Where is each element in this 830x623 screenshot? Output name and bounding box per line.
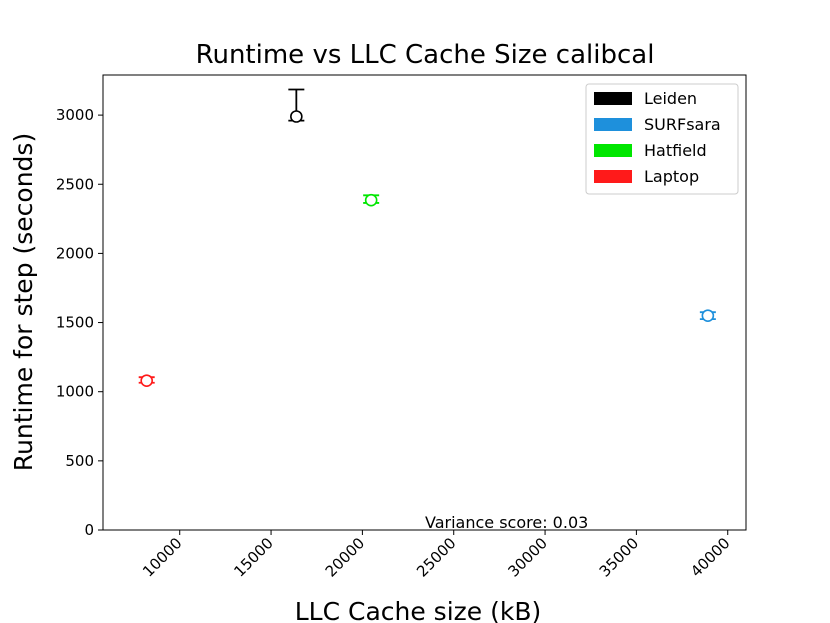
x-tick-label: 10000 — [139, 534, 185, 580]
y-tick-label: 0 — [84, 521, 94, 539]
data-marker — [364, 193, 378, 207]
x-tick-label: 20000 — [322, 534, 368, 580]
legend-label-leiden: Leiden — [644, 89, 697, 108]
y-tick-label: 2000 — [56, 244, 94, 262]
y-tick-label: 2500 — [56, 175, 94, 193]
legend-swatch-hatfield — [594, 144, 632, 157]
chart-title: Runtime vs LLC Cache Size calibcal — [196, 40, 655, 70]
y-tick-label: 1500 — [56, 314, 94, 332]
data-marks — [138, 88, 716, 387]
y-axis-label: Runtime for step (seconds) — [9, 133, 38, 471]
y-tick-label: 500 — [65, 452, 94, 470]
data-point-laptop — [138, 374, 155, 387]
legend-label-hatfield: Hatfield — [644, 141, 707, 160]
data-point-leiden — [288, 88, 305, 123]
legend-label-laptop: Laptop — [644, 167, 699, 186]
x-tick-label: 40000 — [687, 534, 733, 580]
data-marker — [701, 309, 715, 322]
y-tick-label: 3000 — [56, 106, 94, 124]
data-marker — [290, 110, 303, 123]
x-tick-label: 15000 — [230, 534, 276, 580]
x-tick-label: 35000 — [596, 534, 642, 580]
x-axis-label: LLC Cache size (kB) — [295, 597, 542, 623]
data-marker — [140, 374, 153, 387]
variance-annotation: Variance score: 0.03 — [425, 513, 588, 532]
x-tick-label: 30000 — [504, 534, 550, 580]
legend: Leiden SURFsara Hatfield Laptop — [585, 83, 739, 195]
legend-swatch-leiden — [594, 92, 632, 105]
x-tick-label: 25000 — [413, 534, 459, 580]
legend-swatch-laptop — [594, 170, 632, 183]
data-point-hatfield — [363, 193, 380, 207]
legend-box — [585, 83, 739, 195]
legend-swatch-surfsara — [594, 118, 632, 131]
legend-label-surfsara: SURFsara — [644, 115, 721, 134]
y-tick-label: 1000 — [56, 383, 94, 401]
data-point-surfsara — [699, 309, 716, 322]
plot-frame — [102, 74, 747, 531]
